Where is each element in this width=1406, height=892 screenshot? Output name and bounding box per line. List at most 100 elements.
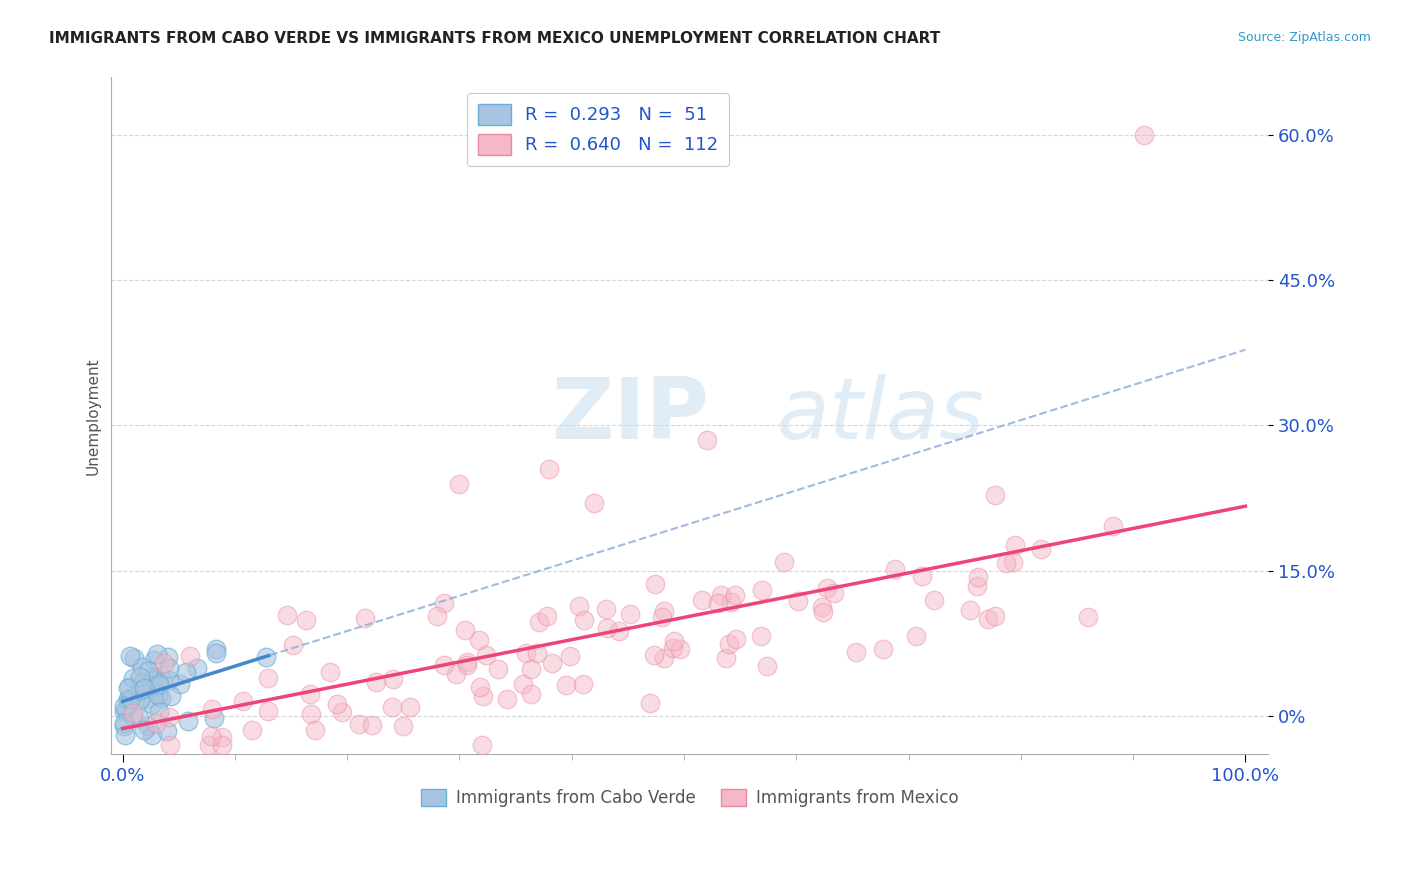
Immigrants from Mexico [299,707,322,722]
Immigrants from Mexico [692,593,714,607]
Immigrants from Mexico [568,599,591,614]
Immigrants from Mexico [596,621,619,635]
Immigrants from Cabo Verde [120,692,142,706]
Immigrants from Cabo Verde [148,680,170,694]
Immigrants from Mexico [995,556,1018,570]
Immigrants from Mexico [433,596,456,610]
Immigrants from Mexico [707,596,730,610]
Immigrants from Mexico [283,638,305,652]
Immigrants from Mexico [198,738,221,752]
Immigrants from Cabo Verde [141,670,163,684]
Immigrants from Cabo Verde [146,688,169,702]
Immigrants from Mexico [179,648,201,663]
Immigrants from Mexico [967,570,990,584]
Immigrants from Cabo Verde [146,647,169,661]
Immigrants from Mexico [153,656,176,670]
Immigrants from Mexico [200,729,222,743]
Immigrants from Mexico [749,630,772,644]
Immigrants from Cabo Verde [141,698,163,712]
Immigrants from Cabo Verde [132,723,155,737]
Immigrants from Cabo Verde [157,673,180,687]
Immigrants from Mexico [668,642,690,657]
Immigrants from Mexico [211,738,233,752]
Immigrants from Cabo Verde [117,692,139,706]
Immigrants from Mexico [536,608,558,623]
Immigrants from Mexico [723,588,745,602]
Immigrants from Mexico [486,662,509,676]
Immigrants from Mexico [607,624,630,639]
Immigrants from Cabo Verde [129,692,152,706]
Immigrants from Mexico [512,677,534,691]
Immigrants from Cabo Verde [117,681,139,696]
Immigrants from Mexico [472,689,495,703]
Immigrants from Mexico [276,607,298,622]
Immigrants from Mexico [1004,538,1026,552]
Immigrants from Cabo Verde [169,677,191,691]
Immigrants from Mexico [983,608,1005,623]
Immigrants from Mexico [644,577,666,591]
Immigrants from Mexico [449,476,471,491]
Immigrants from Mexico [643,648,665,662]
Immigrants from Mexico [1002,555,1025,569]
Immigrants from Mexico [695,433,717,447]
Immigrants from Mexico [662,640,685,655]
Text: atlas: atlas [776,375,984,458]
Immigrants from Mexico [572,677,595,691]
Immigrants from Cabo Verde [136,665,159,679]
Immigrants from Mexico [1102,519,1125,533]
Immigrants from Cabo Verde [112,698,135,713]
Immigrants from Mexico [810,599,832,614]
Immigrants from Cabo Verde [205,646,228,660]
Immigrants from Mexico [652,650,675,665]
Immigrants from Cabo Verde [150,690,173,705]
Immigrants from Cabo Verde [112,716,135,731]
Immigrants from Mexico [519,663,541,677]
Immigrants from Mexico [710,588,733,602]
Immigrants from Cabo Verde [142,673,165,688]
Immigrants from Cabo Verde [129,683,152,698]
Immigrants from Cabo Verde [129,670,152,684]
Immigrants from Mexico [257,671,280,685]
Immigrants from Cabo Verde [186,661,208,675]
Immigrants from Mexico [381,699,404,714]
Immigrants from Cabo Verde [254,650,277,665]
Immigrants from Cabo Verde [148,676,170,690]
Text: IMMIGRANTS FROM CABO VERDE VS IMMIGRANTS FROM MEXICO UNEMPLOYMENT CORRELATION CH: IMMIGRANTS FROM CABO VERDE VS IMMIGRANTS… [49,31,941,46]
Immigrants from Mexico [295,614,318,628]
Immigrants from Mexico [515,646,537,660]
Immigrants from Mexico [662,634,685,648]
Immigrants from Mexico [966,579,988,593]
Immigrants from Mexico [520,687,543,701]
Immigrants from Cabo Verde [202,711,225,725]
Immigrants from Mexico [786,594,808,608]
Immigrants from Mexico [354,611,377,625]
Immigrants from Mexico [399,699,422,714]
Immigrants from Mexico [211,730,233,744]
Immigrants from Cabo Verde [117,691,139,706]
Immigrants from Mexico [299,687,322,701]
Immigrants from Cabo Verde [121,671,143,685]
Immigrants from Mexico [122,706,145,720]
Immigrants from Mexico [651,610,673,624]
Immigrants from Mexico [364,675,387,690]
Immigrants from Mexico [718,637,741,651]
Immigrants from Mexico [872,641,894,656]
Immigrants from Cabo Verde [155,723,177,738]
Immigrants from Mexico [845,644,868,658]
Immigrants from Cabo Verde [148,705,170,719]
Immigrants from Cabo Verde [136,719,159,733]
Immigrants from Mexico [911,569,934,583]
Immigrants from Cabo Verde [159,689,181,703]
Immigrants from Mexico [496,691,519,706]
Immigrants from Mexico [538,462,561,476]
Y-axis label: Unemployment: Unemployment [86,357,100,475]
Immigrants from Mexico [426,609,449,624]
Immigrants from Mexico [554,678,576,692]
Immigrants from Mexico [714,651,737,665]
Immigrants from Mexico [326,697,349,711]
Immigrants from Mexico [159,738,181,752]
Immigrants from Mexico [583,496,606,510]
Immigrants from Mexico [756,659,779,673]
Immigrants from Mexico [560,649,582,664]
Immigrants from Mexico [813,605,835,619]
